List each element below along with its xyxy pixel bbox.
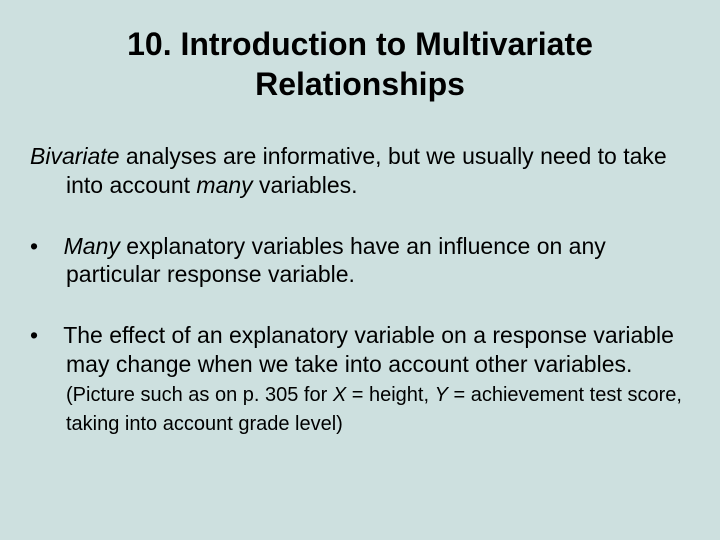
slide: 10. Introduction to Multivariate Relatio… (0, 0, 720, 540)
intro-paragraph: Bivariate analyses are informative, but … (30, 142, 690, 200)
small-text: = height, (346, 384, 434, 406)
small-italic-text: Y (435, 384, 448, 406)
small-italic-text: X (333, 384, 346, 406)
body-text: analyses are informative, but we usually… (66, 143, 667, 198)
body-text: explanatory variables have an influence … (66, 233, 606, 288)
body-text: variables. (253, 172, 358, 198)
body-text: The effect of an explanatory variable on… (63, 322, 674, 377)
slide-title: 10. Introduction to Multivariate Relatio… (30, 24, 690, 104)
bullet-item: Many explanatory variables have an influ… (30, 232, 690, 290)
italic-text: Many (64, 233, 120, 259)
bullet-item: The effect of an explanatory variable on… (30, 321, 690, 437)
italic-text: Bivariate (30, 143, 119, 169)
italic-text: many (196, 172, 252, 198)
small-text: (Picture such as on p. 305 for (66, 384, 333, 406)
